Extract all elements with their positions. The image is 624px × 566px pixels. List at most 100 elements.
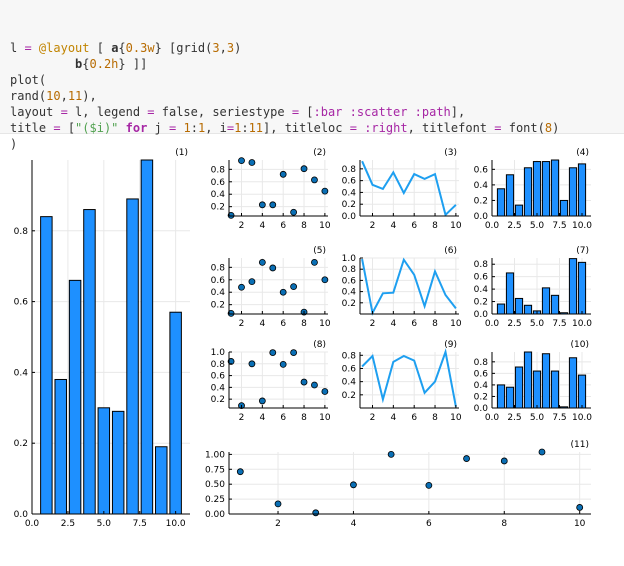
- y-tick-label: 0.2: [342, 299, 356, 309]
- bar: [541, 353, 551, 409]
- code-token: 1: [234, 121, 242, 135]
- bar: [155, 446, 168, 515]
- code-token: @layout: [38, 41, 90, 55]
- bar: [523, 351, 533, 409]
- scatter-point: [321, 388, 329, 395]
- scatter-point: [279, 288, 287, 296]
- x-tick-label: 4: [390, 319, 396, 329]
- subplot-2: 2 4 6 8 10 0.2 0.4 0.6 0.8 (2): [211, 148, 331, 231]
- code-token: false, seriestype: [154, 105, 292, 119]
- y-tick-label: 0.4: [211, 190, 226, 200]
- y-tick-label: 0.00: [205, 510, 225, 520]
- scatter-point: [576, 504, 584, 511]
- code-token: [: [299, 105, 314, 119]
- subplot-1: 0.0 2.5 5.0 7.5 10.0 0.0 0.2 0.4 0.6 0.8 (1): [14, 148, 190, 529]
- x-tick-label: 8: [301, 413, 307, 423]
- scatter-point: [538, 448, 546, 456]
- y-tick-label: 0.2: [474, 392, 488, 402]
- scatter-point: [236, 468, 244, 476]
- code-line: b{0.2h} ]]: [10, 56, 614, 72]
- y-tick-label: 0.0: [474, 404, 489, 414]
- y-tick-label: 0.8: [342, 351, 357, 361]
- y-tick-label: 0.4: [14, 368, 29, 378]
- code-token: [118, 121, 125, 135]
- bar: [514, 297, 524, 315]
- y-tick-label: 0.8: [342, 165, 357, 175]
- x-tick-label: 4: [259, 221, 265, 231]
- scatter-point: [238, 283, 245, 291]
- subplot-title: (2): [313, 148, 326, 158]
- y-tick-label: 0.2: [474, 196, 488, 206]
- code-cell[interactable]: l = @layout [ a{0.3w} [grid(3,3) b{0.2h}…: [0, 0, 624, 151]
- x-tick-label: 10: [574, 519, 586, 529]
- scatter-point: [500, 457, 508, 465]
- code-token: 3: [226, 41, 235, 55]
- y-tick-label: 0.2: [474, 298, 488, 308]
- y-tick-label: 0.4: [474, 285, 489, 295]
- code-token: 10: [46, 89, 61, 103]
- scatter-point: [311, 258, 318, 266]
- bar: [541, 287, 551, 315]
- scatter-point: [300, 165, 308, 173]
- bar: [550, 370, 560, 409]
- subplot-title: (6): [444, 246, 457, 256]
- code-token: ): [234, 41, 242, 55]
- x-tick-label: 10.0: [166, 519, 186, 529]
- code-token: 1: [183, 121, 191, 135]
- y-tick-label: 0.0: [474, 310, 489, 320]
- scatter-point: [311, 381, 318, 389]
- x-tick-label: 6: [280, 319, 286, 329]
- y-tick-label: 0.50: [205, 480, 225, 490]
- x-tick-label: 10: [450, 319, 462, 329]
- y-tick-label: 1.0: [211, 348, 226, 358]
- x-tick-label: 6: [280, 413, 286, 423]
- scatter-point: [269, 201, 277, 209]
- bar: [514, 204, 524, 217]
- subplot-title: (10): [571, 340, 589, 350]
- scatter-point: [321, 276, 329, 284]
- code-editor[interactable]: l = @layout [ a{0.3w} [grid(3,3) b{0.2h}…: [10, 40, 614, 152]
- code-token: =: [169, 121, 177, 135]
- y-tick-label: 0.4: [342, 188, 357, 198]
- subplot-title: (11): [571, 440, 589, 450]
- code-token: :: [241, 121, 249, 135]
- code-token: font(: [501, 121, 545, 135]
- x-tick-label: 4: [259, 319, 265, 329]
- bar: [559, 199, 569, 217]
- code-token: [: [89, 41, 112, 55]
- x-tick-label: 5.0: [530, 221, 545, 231]
- code-token: :: [190, 121, 198, 135]
- scatter-point: [248, 278, 256, 286]
- x-tick-label: 4: [390, 221, 396, 231]
- subplot-11: 2 4 6 8 10 0.00 0.25 0.50 0.75 1.00 (11): [205, 440, 591, 529]
- y-tick-label: 0.4: [342, 288, 357, 298]
- x-tick-label: 0.0: [485, 221, 500, 231]
- x-tick-label: 10: [319, 413, 331, 423]
- bar: [496, 188, 506, 217]
- x-tick-label: 4: [259, 413, 265, 423]
- x-tick-label: 2: [239, 413, 245, 423]
- x-tick-label: 2.5: [507, 319, 521, 329]
- bar: [83, 209, 96, 515]
- scatter-point: [312, 509, 320, 517]
- y-tick-label: 0.6: [211, 178, 226, 188]
- x-tick-label: 8: [432, 413, 438, 423]
- y-tick-label: 0.4: [474, 181, 489, 191]
- bar: [532, 161, 542, 217]
- x-tick-label: 2: [239, 221, 245, 231]
- x-tick-label: 6: [411, 413, 417, 423]
- series-line: [361, 348, 457, 407]
- y-tick-label: 1.0: [342, 254, 357, 264]
- y-tick-label: 0.8: [342, 265, 357, 275]
- bar: [514, 366, 524, 409]
- subplot-title: (5): [313, 246, 326, 256]
- x-tick-label: 2.5: [507, 221, 521, 231]
- bar: [169, 311, 182, 515]
- y-tick-label: 0.6: [474, 165, 489, 175]
- y-tick-label: 0.6: [342, 364, 357, 374]
- bar: [97, 407, 111, 515]
- x-tick-label: 0.0: [25, 519, 40, 529]
- x-tick-label: 8: [301, 221, 307, 231]
- code-token: =: [349, 121, 357, 135]
- subplot-4: 0.0 2.5 5.0 7.5 10.0 0.0 0.2 0.4 0.6 (4): [474, 148, 593, 231]
